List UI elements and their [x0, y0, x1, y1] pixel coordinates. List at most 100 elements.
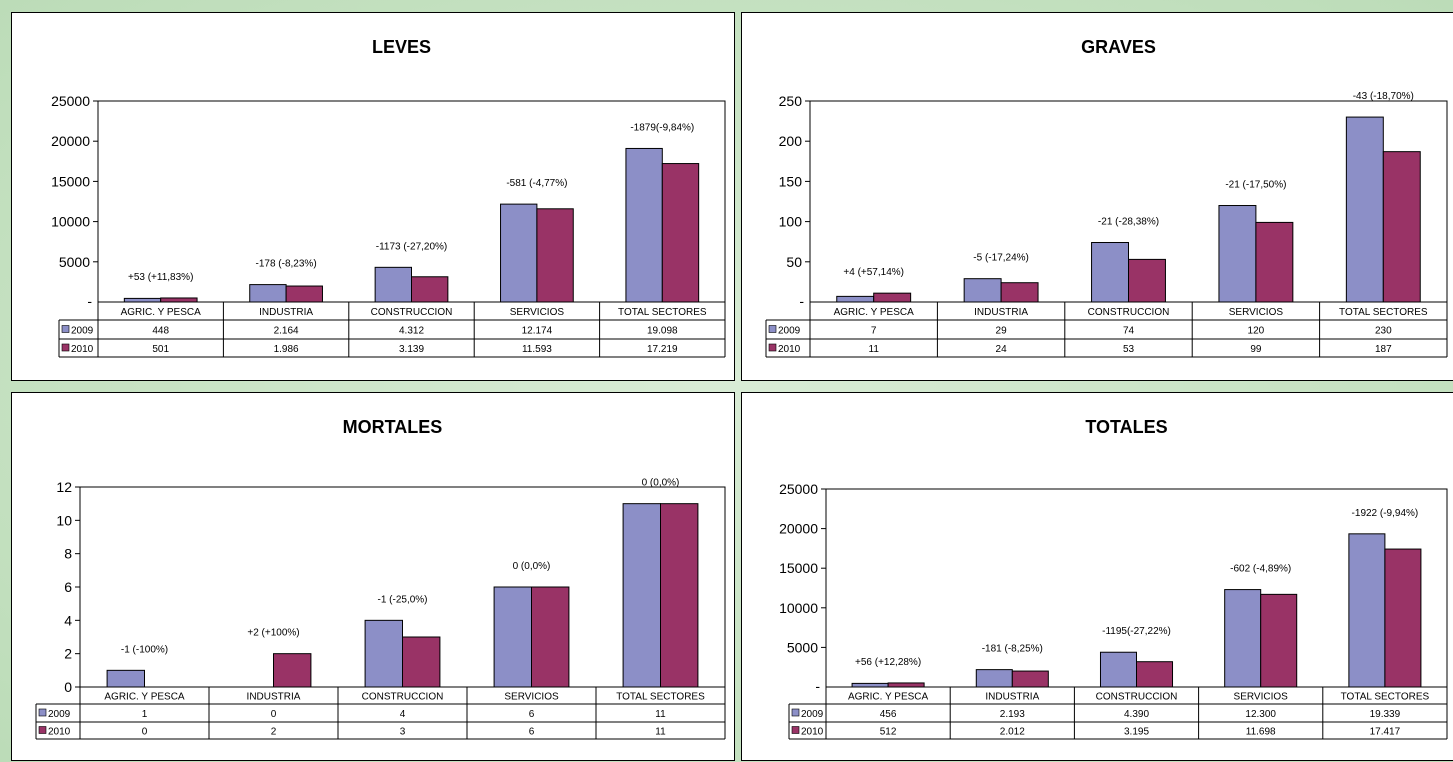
change-annotation: -1 (-100%) [121, 644, 168, 655]
legend-key-2009 [61, 325, 70, 333]
change-annotation: -1879(-9,84%) [630, 122, 694, 133]
bar-2010 [411, 276, 449, 303]
legend-label-2009: 2009 [71, 326, 94, 337]
category-label: AGRIC. Y PESCA [121, 307, 202, 318]
category-label: CONSTRUCCION [1088, 307, 1170, 318]
category-label: CONSTRUCCION [362, 692, 444, 703]
category-label: TOTAL SECTORES [618, 307, 707, 318]
table-cell-2009: 4 [400, 709, 406, 720]
bar-2009 [364, 619, 403, 688]
chart-panel-totales: TOTALES 5000 10000 15000 20000 25000 - +56 (+12… [741, 392, 1453, 761]
bar-2009 [500, 203, 538, 303]
table-cell-2010: 2 [271, 727, 277, 738]
table-cell-2009: 0 [271, 709, 277, 720]
bar-2009 [625, 147, 663, 303]
category-label: CONSTRUCCION [371, 307, 453, 318]
bar-2009 [1099, 651, 1137, 688]
y-tick-label: 20000 [779, 521, 818, 537]
y-tick-label: 0 [64, 679, 72, 695]
bar-2010 [285, 285, 323, 303]
bar-2010 [873, 292, 912, 303]
legend-label-2010: 2010 [778, 344, 801, 355]
bar-2009 [851, 682, 889, 688]
bar-2009 [1348, 533, 1386, 688]
table-cell-2009: 12.300 [1245, 709, 1276, 720]
category-label: TOTAL SECTORES [1339, 307, 1428, 318]
category-label: AGRIC. Y PESCA [834, 307, 915, 318]
category-label: TOTAL SECTORES [616, 692, 705, 703]
change-annotation: -581 (-4,77%) [506, 178, 567, 189]
change-annotation: -602 (-4,89%) [1230, 564, 1291, 575]
legend-key-2010 [61, 343, 70, 352]
legend-label-2009: 2009 [778, 326, 801, 337]
table-cell-2010: 0 [142, 727, 148, 738]
table-cell-2010: 3 [400, 727, 406, 738]
bar-2009 [1091, 242, 1129, 303]
table-cell-2009: 7 [871, 326, 877, 337]
change-annotation: -181 (-8,25%) [982, 644, 1043, 655]
bar-2009 [622, 503, 662, 688]
y-tick-label: 150 [779, 173, 803, 189]
table-cell-2009: 456 [880, 709, 897, 720]
category-label: AGRIC. Y PESCA [848, 692, 929, 703]
bar-2009 [249, 284, 287, 303]
legend-label-2010: 2010 [48, 727, 71, 738]
y-zero-tick-label: - [815, 678, 820, 694]
bar-2009 [1218, 205, 1257, 303]
category-label: TOTAL SECTORES [1341, 692, 1430, 703]
bar-2010 [1000, 282, 1039, 303]
chart-leves: LEVES 5000 10000 15000 20000 25000 - +53 (+11,8… [51, 37, 726, 358]
category-label: AGRIC. Y PESCA [104, 692, 185, 703]
table-cell-2009: 4.390 [1124, 709, 1149, 720]
change-annotation: -21 (-28,38%) [1098, 217, 1159, 228]
y-tick-label: 10000 [779, 600, 818, 616]
legend-key-2010 [38, 726, 47, 734]
y-tick-label: 15000 [779, 560, 818, 576]
chart-title: MORTALES [343, 417, 443, 437]
y-tick-label: 10000 [51, 214, 90, 230]
y-tick-label: 100 [779, 214, 803, 230]
category-label: INDUSTRIA [985, 692, 1039, 703]
bar-2010 [1136, 661, 1174, 688]
legend-label-2009: 2009 [48, 709, 71, 720]
table-cell-2009: 11 [655, 709, 666, 720]
table-cell-2009: 230 [1375, 326, 1392, 337]
category-label: SERVICIOS [1229, 307, 1284, 318]
bar-2010 [1011, 670, 1049, 688]
change-annotation: -5 (-17,24%) [973, 253, 1029, 264]
table-cell-2009: 12.174 [522, 326, 553, 337]
category-label: SERVICIOS [1234, 692, 1289, 703]
table-cell-2010: 24 [996, 344, 1008, 355]
y-zero-tick-label: - [87, 293, 92, 309]
legend-key-2009 [768, 325, 777, 333]
table-cell-2009: 19.098 [647, 326, 678, 337]
bar-2009 [493, 586, 532, 688]
table-cell-2010: 11.698 [1246, 727, 1276, 738]
bar-2010 [531, 586, 570, 688]
table-cell-2010: 501 [152, 344, 169, 355]
category-label: SERVICIOS [510, 307, 565, 318]
chart-graves: GRAVES 50 100 150 200 250 - +4 (+57,14%) -5 (-17… [765, 37, 1448, 358]
chart-title: TOTALES [1085, 417, 1167, 437]
y-tick-label: 25000 [779, 481, 818, 497]
table-cell-2010: 11 [655, 727, 666, 738]
chart-panel-leves: LEVES 5000 10000 15000 20000 25000 - +53 (+11,8… [11, 12, 735, 381]
table-cell-2010: 17.219 [647, 344, 678, 355]
y-tick-label: 250 [779, 93, 803, 109]
y-tick-label: 20000 [51, 133, 90, 149]
bar-2010 [1255, 221, 1294, 303]
y-tick-label: 25000 [51, 93, 90, 109]
change-annotation: -1 (-25,0%) [377, 594, 427, 605]
y-tick-label: 8 [64, 546, 72, 562]
table-cell-2009: 448 [152, 326, 169, 337]
bar-2009 [975, 669, 1013, 688]
bar-2009 [836, 295, 875, 303]
table-cell-2010: 53 [1123, 344, 1135, 355]
y-tick-label: 10 [56, 512, 72, 528]
legend-key-2010 [791, 726, 800, 734]
bar-2010 [661, 163, 700, 303]
y-tick-label: 50 [786, 254, 802, 270]
bar-2010 [1128, 258, 1166, 303]
table-cell-2010: 3.139 [399, 344, 424, 355]
